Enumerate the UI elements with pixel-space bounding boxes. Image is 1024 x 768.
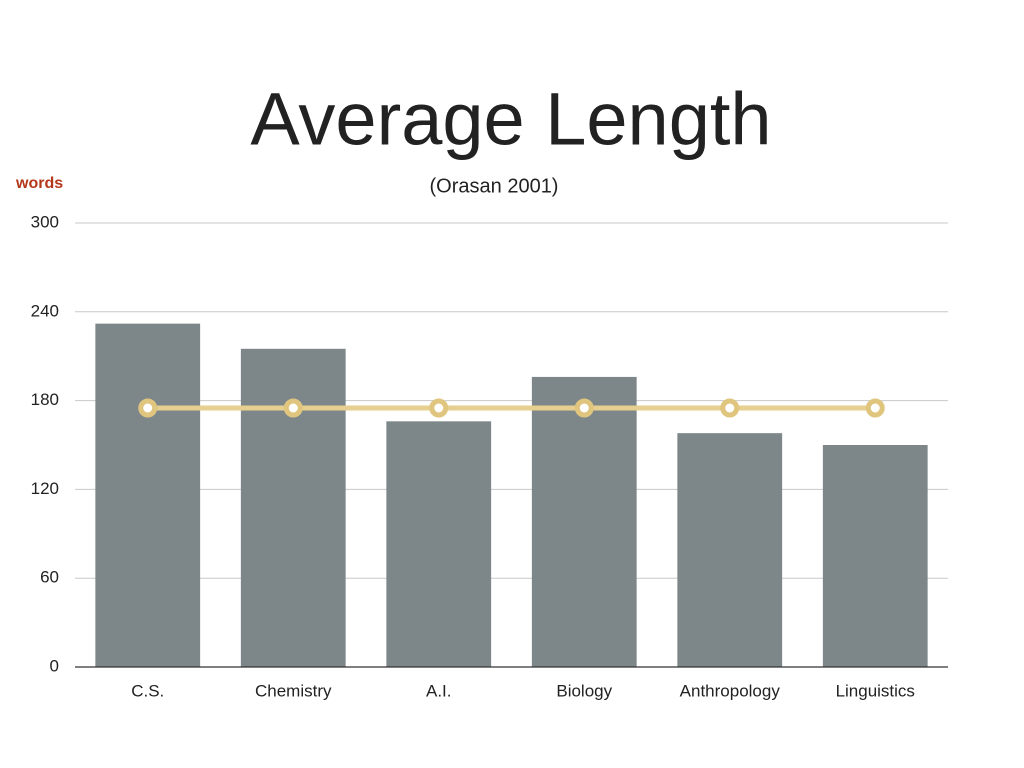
y-tick-label: 0 — [50, 656, 59, 675]
bar — [677, 433, 783, 667]
line-point — [720, 398, 740, 418]
bar — [822, 445, 928, 667]
x-tick-label: Anthropology — [680, 681, 781, 700]
line-point — [283, 398, 303, 418]
y-tick-label: 180 — [31, 390, 59, 409]
bar — [95, 323, 201, 667]
x-tick-label: Linguistics — [836, 681, 915, 700]
x-tick-label: C.S. — [131, 681, 164, 700]
bar — [240, 348, 346, 667]
line-point — [138, 398, 158, 418]
line-point — [574, 398, 594, 418]
x-tick-label: Chemistry — [255, 681, 332, 700]
x-tick-label: Biology — [556, 681, 612, 700]
y-tick-label: 120 — [31, 479, 59, 498]
y-tick-label: 60 — [40, 568, 59, 587]
y-tick-label: 240 — [31, 301, 59, 320]
chart-subtitle: (Orasan 2001) — [430, 175, 559, 197]
line-point — [865, 398, 885, 418]
bar — [531, 376, 637, 667]
bar — [386, 421, 492, 667]
x-tick-label: A.I. — [426, 681, 452, 700]
y-tick-label: 300 — [31, 212, 59, 231]
y-axis-label: words — [15, 175, 63, 192]
chart-title: Average Length — [250, 78, 771, 161]
line-point — [429, 398, 449, 418]
